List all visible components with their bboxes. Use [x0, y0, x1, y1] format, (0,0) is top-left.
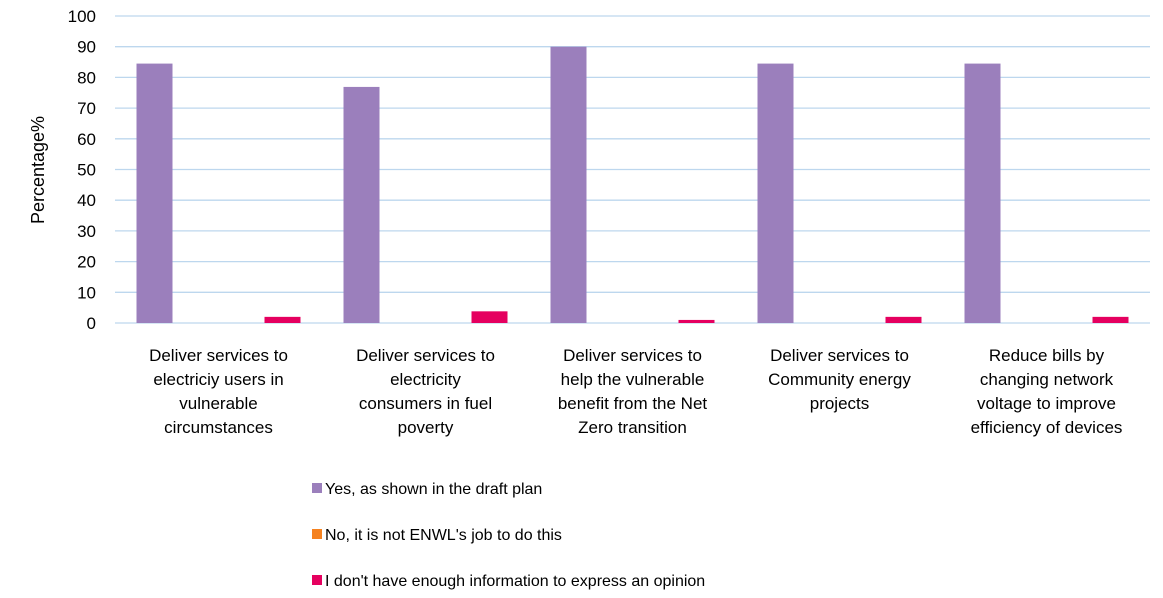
- y-tick-label: 10: [77, 283, 96, 302]
- bar: [343, 86, 380, 324]
- legend-item: Yes, as shown in the draft plan: [312, 481, 542, 498]
- bar: [1092, 316, 1129, 323]
- y-tick-label: 30: [77, 222, 96, 241]
- bars: [136, 46, 1129, 324]
- bar: [471, 311, 508, 323]
- y-tick-label: 80: [77, 68, 96, 87]
- bar: [136, 63, 173, 324]
- legend-label: I don't have enough information to expre…: [325, 573, 705, 590]
- legend-swatch: [312, 483, 322, 493]
- y-tick-label: 0: [87, 314, 96, 333]
- gridlines: [115, 15, 1150, 324]
- legend: Yes, as shown in the draft plan No, it is…: [312, 481, 705, 590]
- y-tick-label: 90: [77, 38, 96, 57]
- x-category-label: Deliver services to electriciy users in vu…: [149, 346, 288, 437]
- legend-swatch: [312, 575, 322, 585]
- y-tick-label: 70: [77, 99, 96, 118]
- x-category-label: Deliver services to electricity consumers …: [356, 346, 495, 437]
- legend-label: Yes, as shown in the draft plan: [325, 481, 542, 498]
- x-category-label: Deliver services to help the vulnerable be…: [558, 346, 708, 437]
- legend-item: No, it is not ENWL's job to do this: [312, 527, 562, 544]
- legend-label: No, it is not ENWL's job to do this: [325, 527, 562, 544]
- x-axis-categories: Deliver services to electriciy users in vu…: [149, 346, 1122, 437]
- bar: [678, 319, 715, 323]
- y-axis-label: Percentage%: [28, 116, 48, 224]
- y-tick-label: 60: [77, 130, 96, 149]
- y-tick-label: 100: [68, 7, 96, 26]
- legend-item: I don't have enough information to expre…: [312, 573, 705, 590]
- bar: [964, 63, 1001, 324]
- bar: [264, 316, 301, 323]
- bar: [550, 46, 587, 323]
- y-tick-label: 20: [77, 253, 96, 272]
- y-axis-ticks: 0 10 20 30 40 50 60 70 80 90 100: [68, 7, 96, 333]
- x-category-label: Deliver services to Community energy proje…: [768, 346, 911, 413]
- bar: [885, 316, 922, 323]
- x-category-label: Reduce bills by changing network voltage t…: [971, 346, 1123, 437]
- bar: [757, 63, 794, 324]
- y-tick-label: 40: [77, 191, 96, 210]
- y-tick-label: 50: [77, 161, 96, 180]
- legend-swatch: [312, 529, 322, 539]
